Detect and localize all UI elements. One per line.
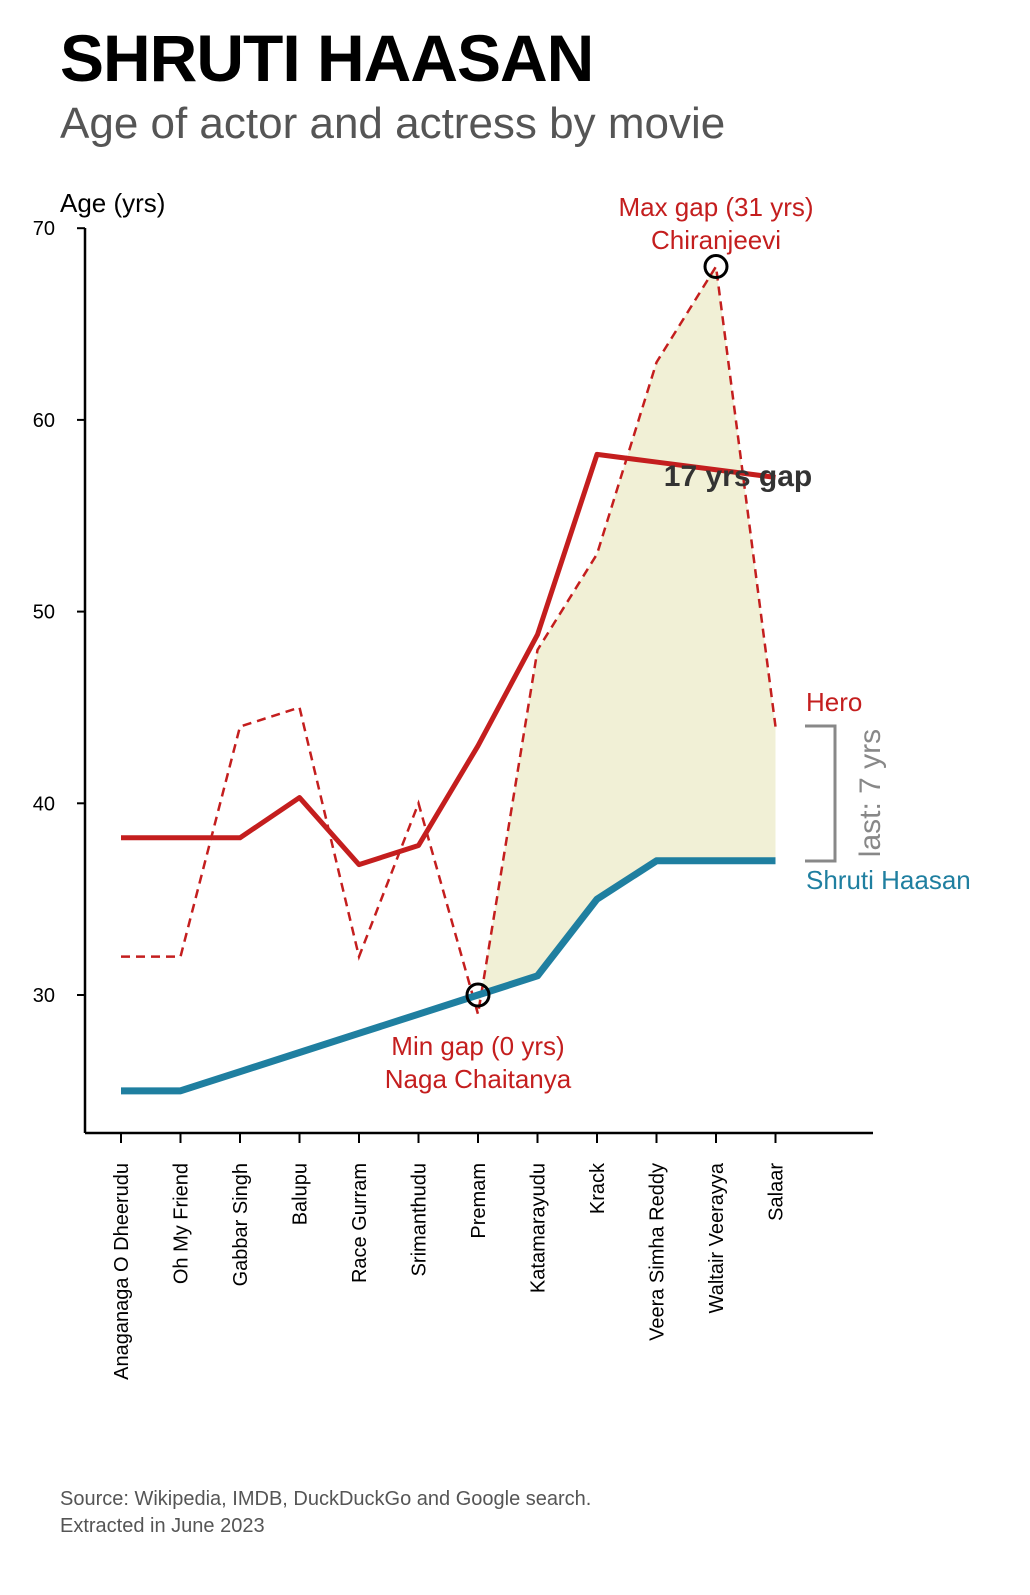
y-tick-label: 50 <box>33 602 55 624</box>
x-tick-label: Premam <box>468 1163 490 1239</box>
x-tick-label: Oh My Friend <box>171 1163 193 1284</box>
actress-age-line <box>121 857 776 1095</box>
max-gap-label: Max gap (31 yrs) <box>618 192 813 222</box>
x-tick-label: Veera Simha Reddy <box>647 1163 669 1341</box>
legend-hero-label: Hero <box>806 687 862 717</box>
avg-gap-label: 17 yrs gap <box>664 460 812 493</box>
y-tick-label: 30 <box>33 985 55 1007</box>
x-tick-label: Katamarayudu <box>528 1163 550 1293</box>
chart-title: SHRUTI HAASAN <box>60 21 594 95</box>
source-note: Source: Wikipedia, IMDB, DuckDuckGo and … <box>60 1486 591 1540</box>
hero-age-line <box>121 262 777 1015</box>
y-axis-label: Age (yrs) <box>60 188 165 218</box>
x-tick-label: Race Gurram <box>349 1163 371 1283</box>
x-tick-label: Gabbar Singh <box>230 1163 252 1286</box>
gap-shaded-area <box>478 266 776 1015</box>
gap-shading-layer <box>478 266 776 1015</box>
y-tick-label: 70 <box>33 218 55 240</box>
x-tick-label: Balupu <box>290 1163 312 1225</box>
last-gap-label: last: 7 yrs <box>854 729 887 857</box>
last-gap-bracket <box>805 724 837 863</box>
min-gap-name: Naga Chaitanya <box>385 1064 572 1094</box>
min-gap-label: Min gap (0 yrs) <box>391 1031 564 1061</box>
annotation-layer: Max gap (31 yrs) Chiranjeevi Min gap (0 … <box>385 192 971 1094</box>
legend-actress-label: Shruti Haasan <box>806 865 971 895</box>
max-gap-name: Chiranjeevi <box>651 225 781 255</box>
max-gap-marker <box>703 254 729 280</box>
axes-layer: Age (yrs) 30 40 50 60 70 Anaganaga O Dheerudu… <box>33 188 873 1380</box>
x-tick-label: Anaganaga O Dheerudu <box>111 1163 133 1380</box>
y-tick-label: 60 <box>33 410 55 432</box>
x-tick-label: Salaar <box>766 1163 788 1221</box>
x-tick-label: Waltair Veerayya <box>706 1162 728 1313</box>
x-tick-label: Srimanthudu <box>409 1163 431 1276</box>
source-line: Source: Wikipedia, IMDB, DuckDuckGo and … <box>60 1488 592 1510</box>
chart-subtitle: Age of actor and actress by movie <box>60 99 726 148</box>
x-tick-label: Krack <box>587 1162 609 1214</box>
hero-avg-line <box>121 451 776 868</box>
series-layer <box>121 262 777 1095</box>
y-tick-label: 40 <box>33 793 55 815</box>
min-gap-marker <box>465 982 491 1008</box>
extracted-line: Extracted in June 2023 <box>60 1515 265 1537</box>
